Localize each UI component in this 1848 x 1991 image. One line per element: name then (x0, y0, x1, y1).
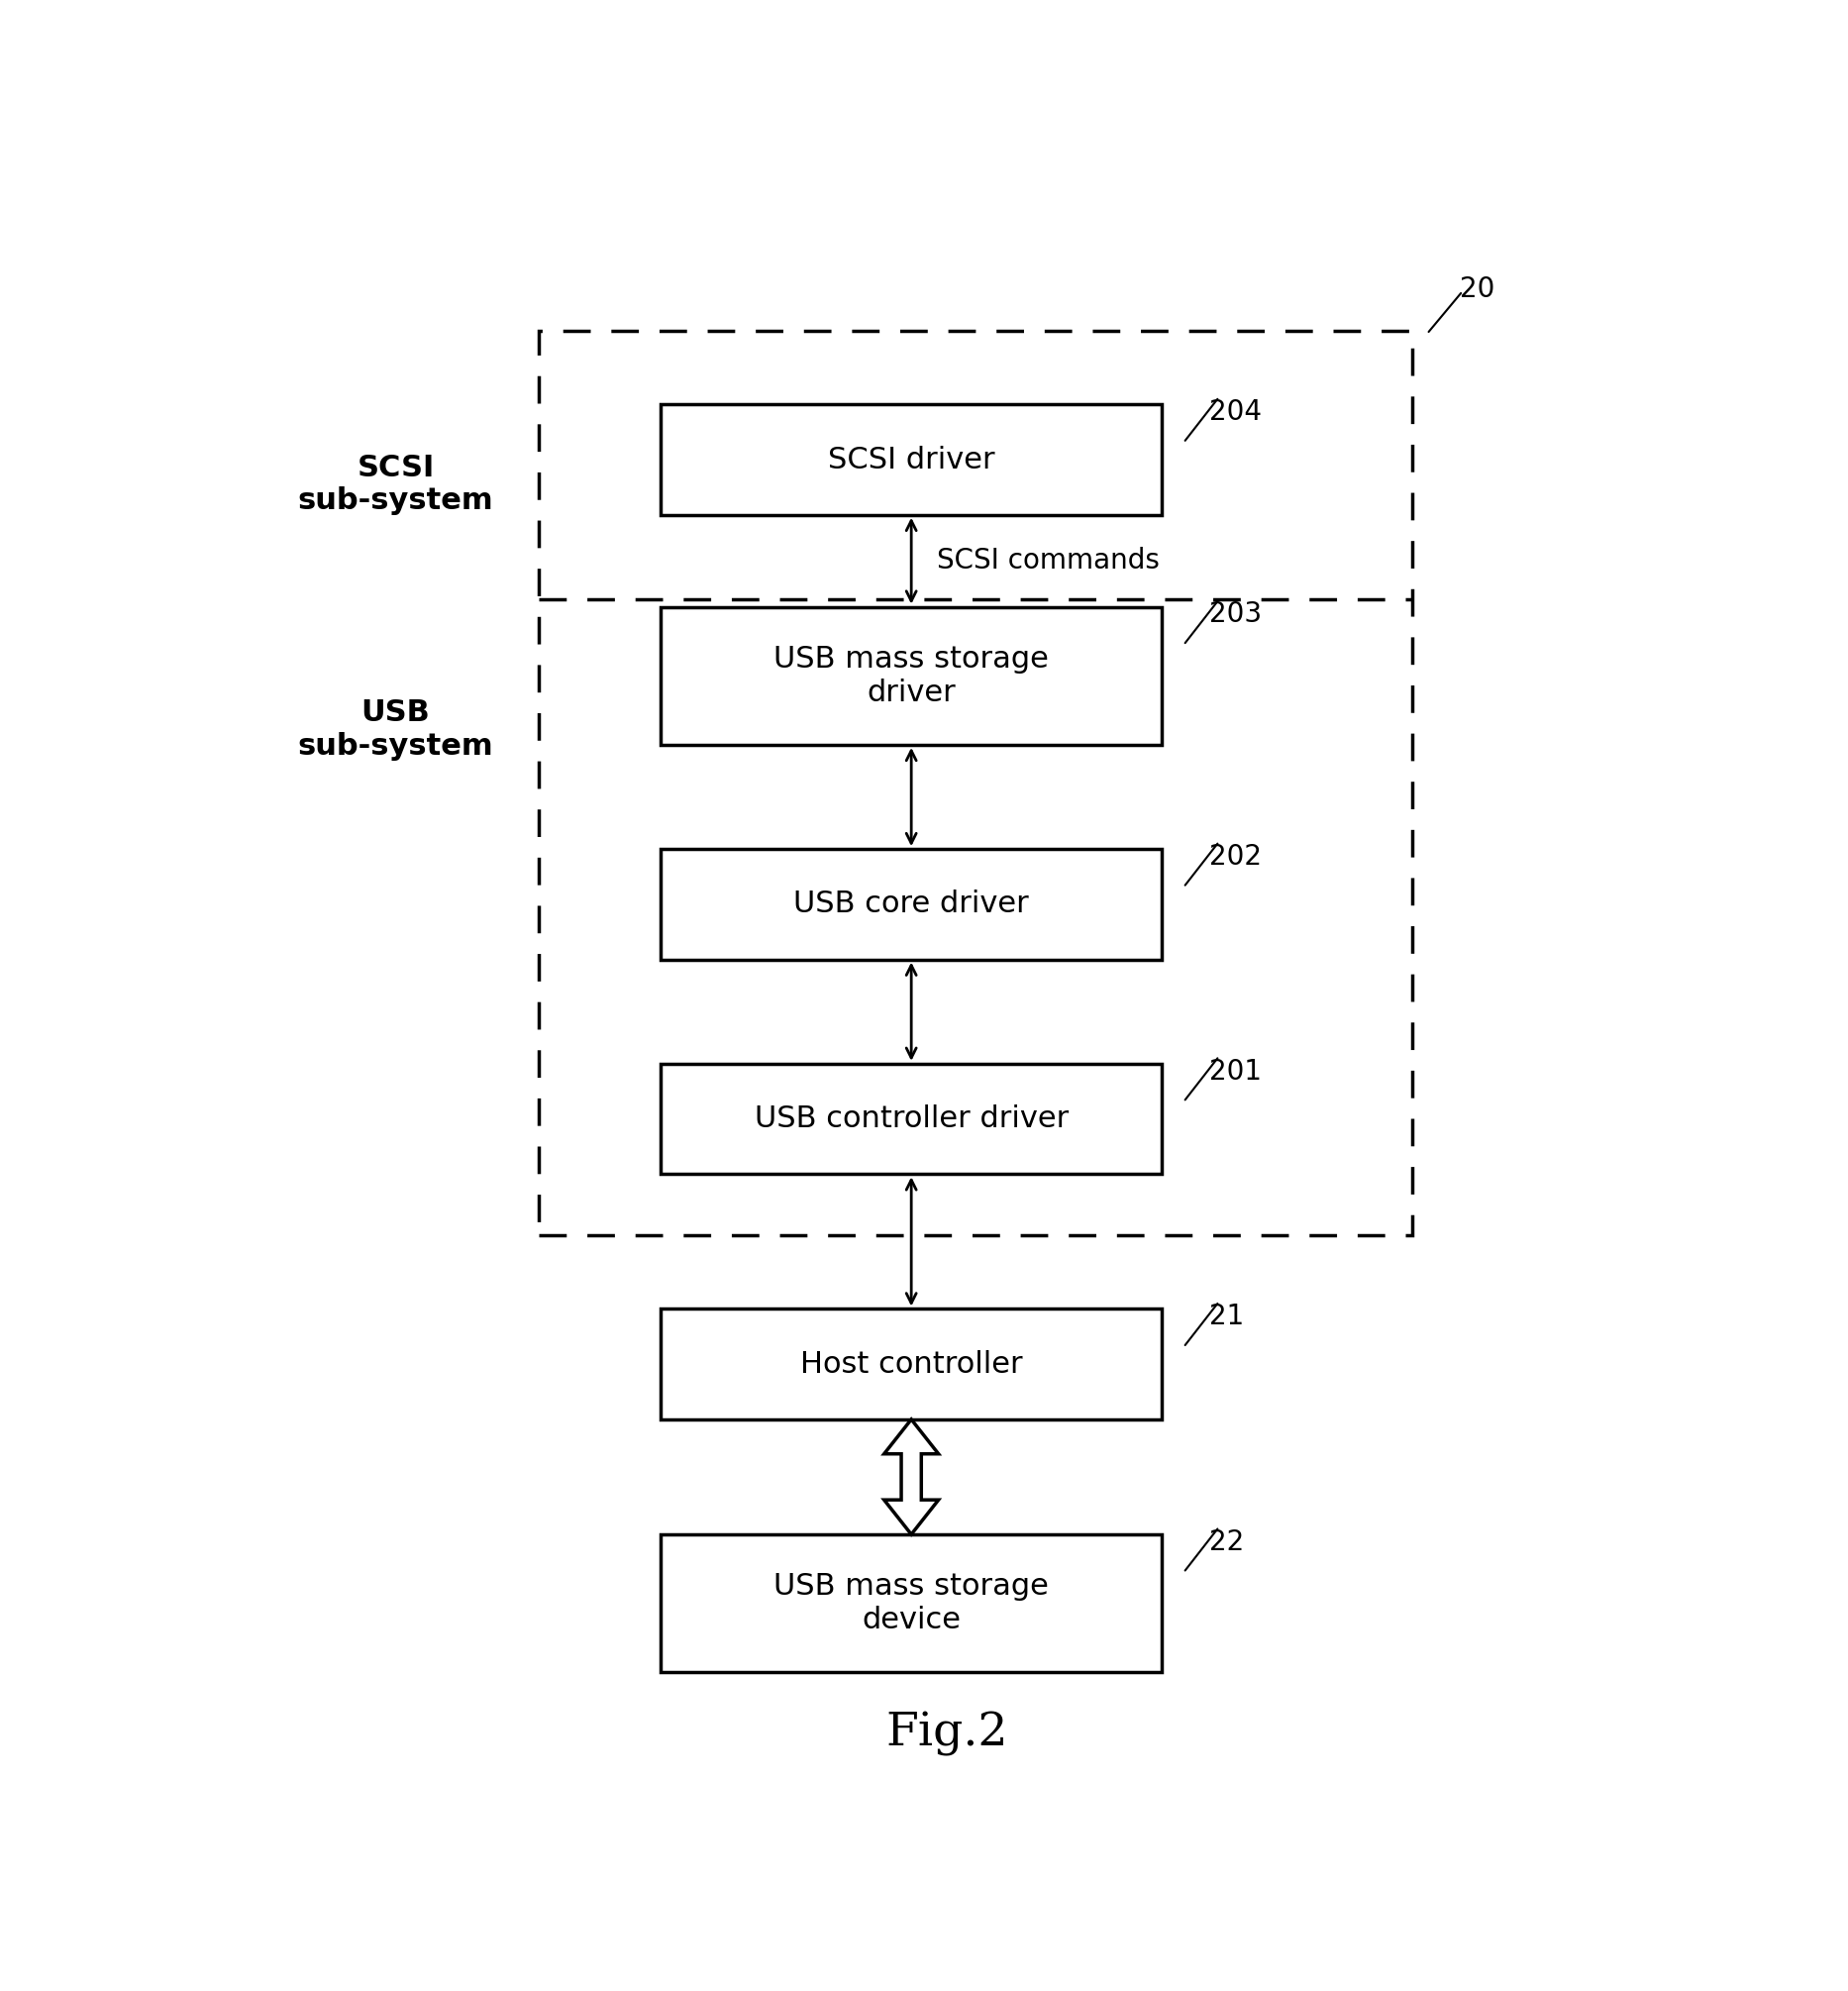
Bar (540, 331, 1412, 1234)
Bar (662, 1063, 1162, 1175)
Polygon shape (883, 1420, 939, 1535)
Text: 204: 204 (1209, 398, 1262, 426)
Bar (662, 607, 1162, 745)
Text: 201: 201 (1209, 1057, 1262, 1085)
Text: USB
sub-system: USB sub-system (298, 699, 493, 761)
Text: Fig.2: Fig.2 (885, 1710, 1009, 1756)
Text: 203: 203 (1209, 601, 1262, 629)
Text: SCSI driver: SCSI driver (828, 446, 994, 474)
Text: SCSI commands: SCSI commands (937, 548, 1161, 575)
Text: USB mass storage
driver: USB mass storage driver (774, 645, 1050, 707)
Bar (662, 1535, 1162, 1672)
Text: Host controller: Host controller (800, 1350, 1022, 1378)
Text: 21: 21 (1209, 1302, 1244, 1330)
Text: USB controller driver: USB controller driver (754, 1105, 1068, 1133)
Bar (662, 1308, 1162, 1420)
Text: USB mass storage
device: USB mass storage device (774, 1573, 1050, 1635)
Text: 22: 22 (1209, 1529, 1244, 1555)
Bar (662, 848, 1162, 960)
Text: SCSI
sub-system: SCSI sub-system (298, 454, 493, 516)
Bar (662, 404, 1162, 516)
Text: 202: 202 (1209, 842, 1262, 870)
Text: USB core driver: USB core driver (793, 890, 1029, 918)
Text: 20: 20 (1460, 275, 1495, 303)
